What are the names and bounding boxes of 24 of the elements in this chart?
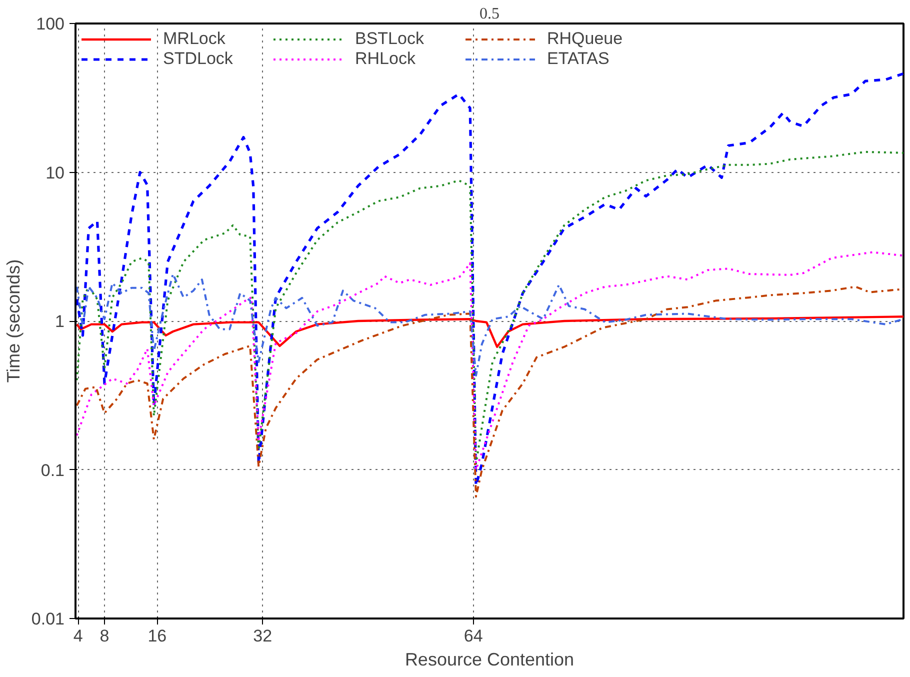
x-tick-label: 32 bbox=[253, 626, 272, 646]
line-series bbox=[76, 251, 904, 471]
legend-label: MRLock bbox=[163, 29, 226, 49]
line-series bbox=[76, 316, 904, 348]
x-tick-label: 4 bbox=[73, 626, 83, 646]
legend-label: RHQueue bbox=[547, 29, 624, 49]
y-tick-label: 10 bbox=[46, 163, 65, 182]
y-axis-title: Time (seconds) bbox=[3, 259, 24, 383]
x-tick-label: 8 bbox=[100, 626, 110, 646]
legend-label: RHLock bbox=[355, 49, 416, 69]
legend-label: ETATAS bbox=[547, 49, 610, 69]
x-axis-title: Resource Contention bbox=[404, 650, 574, 670]
y-tick-label: 1 bbox=[55, 312, 65, 331]
legend-label: BSTLock bbox=[355, 29, 425, 49]
y-tick-label: 0.1 bbox=[40, 460, 65, 480]
legend-label: STDLock bbox=[163, 49, 234, 69]
y-tick-label: 100 bbox=[36, 14, 65, 34]
y-tick-label: 0.01 bbox=[31, 610, 65, 628]
line-series bbox=[76, 150, 904, 465]
line-series bbox=[76, 286, 904, 498]
x-tick-label: 64 bbox=[464, 626, 483, 646]
line-series bbox=[76, 273, 904, 377]
chart-title: 0.5 bbox=[480, 6, 500, 22]
x-tick-label: 16 bbox=[148, 626, 167, 646]
